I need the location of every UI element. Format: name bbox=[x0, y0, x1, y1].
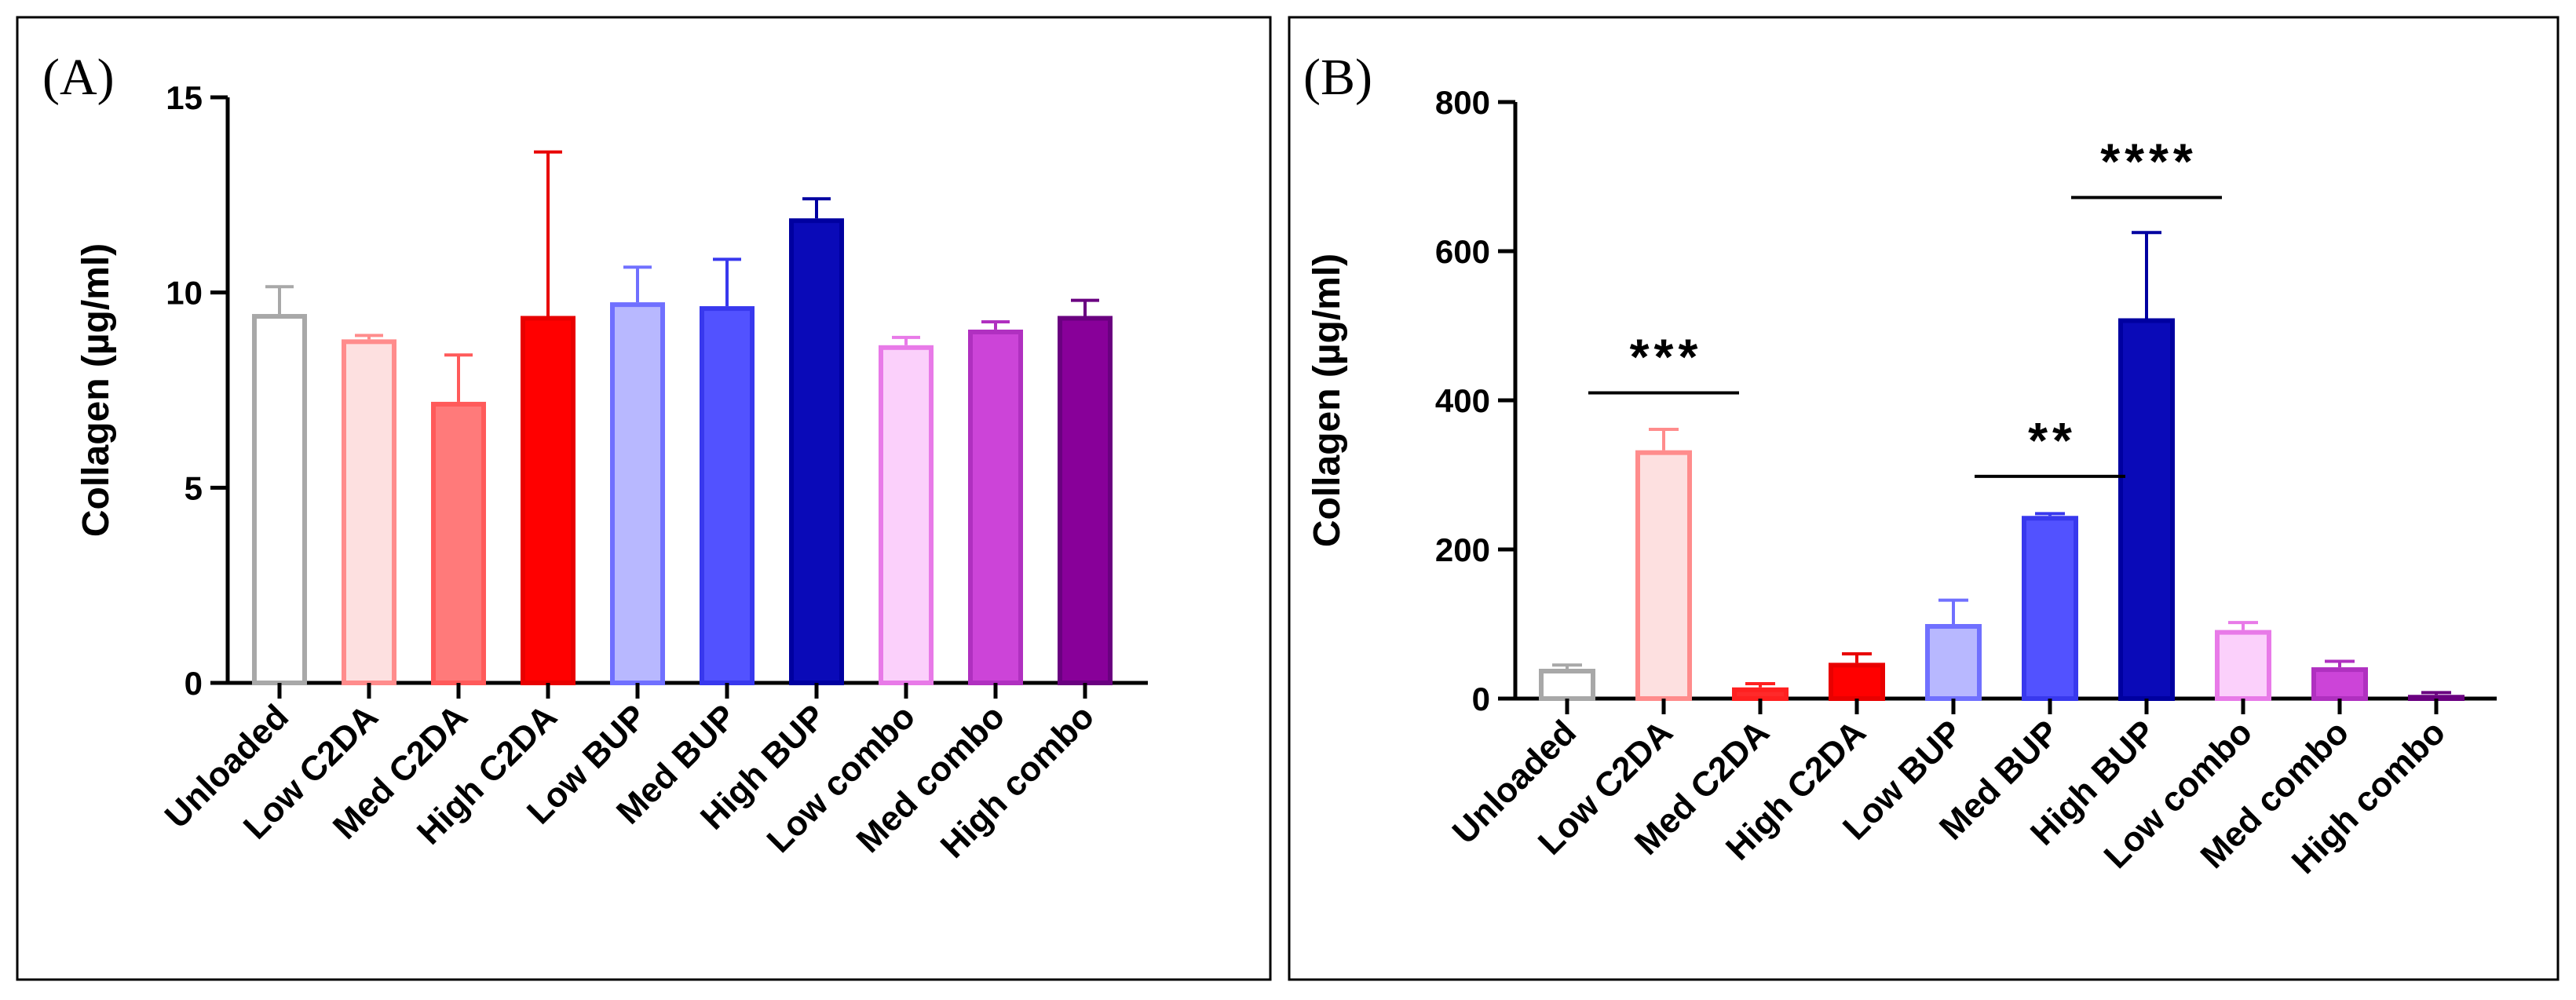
panel-a-bar-2 bbox=[431, 401, 486, 685]
panel-a-y-tick-label: 5 bbox=[185, 469, 203, 506]
panel-b-chart: (B) 0 200 400 600 800 Collagen (µg/ml) Unloade… bbox=[1288, 16, 2560, 981]
panel-a-bar-9 bbox=[1058, 316, 1113, 685]
panel-b-bar-3 bbox=[1829, 662, 1885, 702]
panel-a-y-tick-label: 10 bbox=[166, 275, 203, 312]
panel-b-y-tick-label: 600 bbox=[1435, 233, 1490, 270]
panel-b-bar-5 bbox=[2022, 516, 2078, 701]
panel-b-bar-6 bbox=[2118, 318, 2175, 701]
panel-b-y-axis-title: Collagen (µg/ml) bbox=[1306, 254, 1348, 547]
panel-a-bar-6 bbox=[789, 218, 844, 685]
panel-b-y-tick-label: 200 bbox=[1435, 531, 1490, 568]
panel-b-bar-9 bbox=[2408, 695, 2465, 701]
panel-a-chart: (A) 0 5 10 15 Collagen (µg/ml) Unloaded Low C2… bbox=[16, 16, 1272, 981]
panel-a-bar-4 bbox=[610, 302, 665, 685]
panel-b-bar-8 bbox=[2311, 667, 2368, 701]
panel-b-y-tick-label: 800 bbox=[1435, 84, 1490, 121]
panel-b-bar-0 bbox=[1539, 669, 1595, 701]
panel-a-category-label-9: High combo bbox=[934, 697, 1102, 865]
panel-a-label: (A) bbox=[42, 49, 115, 106]
panel-b-bar-1 bbox=[1635, 450, 1692, 702]
panel-a-y-tick-label: 15 bbox=[166, 79, 203, 116]
panel-a-frame bbox=[16, 16, 1272, 981]
panel-a-bar-7 bbox=[879, 345, 934, 685]
panel-a-bar-0 bbox=[252, 314, 307, 685]
panel-b-label: (B) bbox=[1303, 49, 1372, 106]
panel-b-bar-2 bbox=[1732, 687, 1789, 701]
panel-b-significance-label-2: **** bbox=[2100, 133, 2198, 190]
panel-b-significance-label-1: ** bbox=[2028, 412, 2077, 469]
panel-b-significance-label-0: *** bbox=[1630, 329, 1703, 385]
panel-b-y-tick-label: 400 bbox=[1435, 382, 1490, 419]
panel-b-y-tick-label: 0 bbox=[1472, 681, 1490, 717]
panel-a-bar-5 bbox=[700, 306, 755, 685]
panel-a-y-axis-title: Collagen (µg/ml) bbox=[75, 243, 117, 537]
panel-a-y-tick-label: 0 bbox=[185, 665, 203, 702]
panel-b-frame bbox=[1288, 16, 2560, 981]
panel-a-bar-3 bbox=[521, 316, 575, 685]
panel-b-bar-4 bbox=[1925, 624, 1982, 701]
panel-a-bar-8 bbox=[968, 329, 1023, 685]
panel-a-bar-1 bbox=[342, 339, 396, 685]
panel-b-bar-7 bbox=[2215, 630, 2271, 701]
